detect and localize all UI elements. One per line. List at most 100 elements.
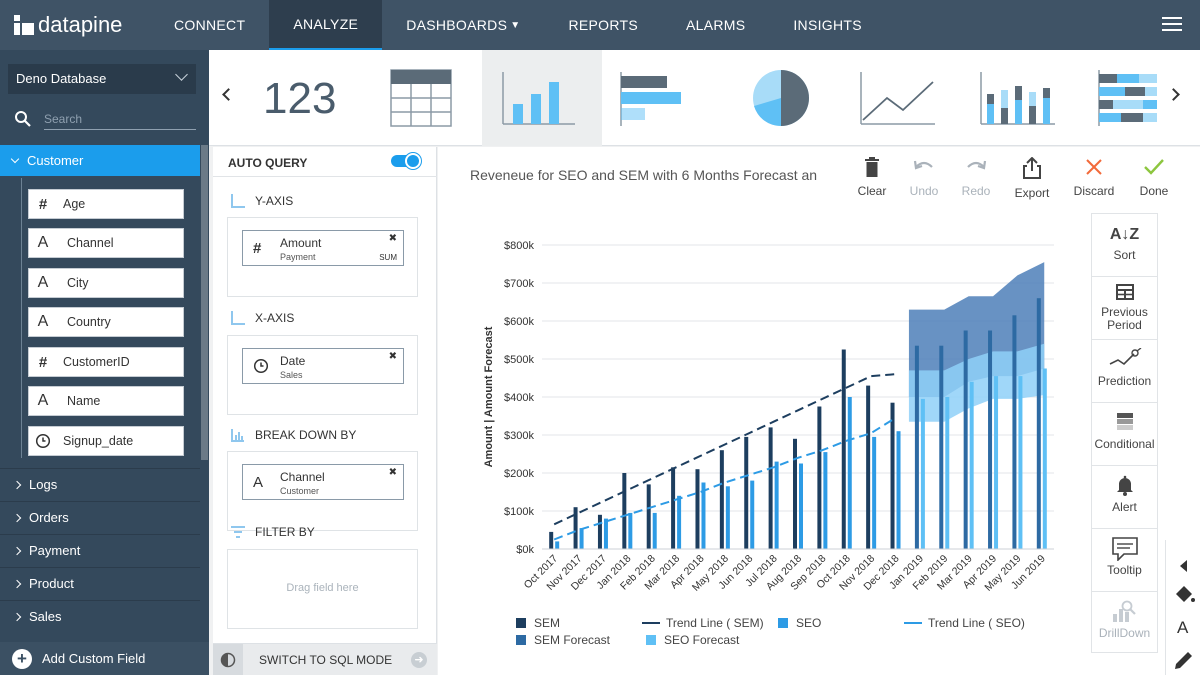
- export-button[interactable]: Export: [1004, 156, 1060, 200]
- redo-button[interactable]: Redo: [948, 157, 1004, 198]
- sort-label: Sort: [1113, 248, 1136, 262]
- close-icon: [1086, 159, 1102, 175]
- switch-to-sql-button[interactable]: SWITCH TO SQL MODE ➜: [213, 643, 437, 675]
- nav-analyze[interactable]: ANALYZE: [269, 0, 383, 50]
- chip-aggregation[interactable]: SUM: [379, 253, 397, 262]
- search-row: [14, 108, 196, 132]
- bar-sem: [841, 349, 846, 549]
- chevron-left-icon[interactable]: [222, 88, 235, 101]
- y-tick-label: $200k: [504, 468, 534, 480]
- field-channel[interactable]: A Channel: [28, 228, 184, 258]
- chart-type-pie-icon[interactable]: [741, 68, 821, 128]
- field-name: Channel: [67, 236, 114, 250]
- field-name: Signup_date: [63, 434, 134, 448]
- bar-sem: [622, 473, 627, 549]
- text-format-icon: A: [1177, 618, 1189, 637]
- chip-source: Payment: [280, 252, 316, 262]
- chart-type-table-icon[interactable]: [389, 68, 469, 128]
- numeric-type-icon: #: [38, 353, 48, 371]
- table-product[interactable]: Product: [0, 567, 200, 600]
- prediction-button[interactable]: Prediction: [1092, 340, 1157, 403]
- filter-drop-zone[interactable]: Drag field here: [227, 549, 418, 629]
- table-logs[interactable]: Logs: [0, 468, 200, 501]
- tree-line: [21, 178, 22, 458]
- undo-button[interactable]: Undo: [896, 157, 952, 198]
- chart-type-bar-icon[interactable]: [499, 68, 579, 128]
- field-city[interactable]: A City: [28, 268, 184, 298]
- clear-button[interactable]: Clear: [844, 157, 900, 198]
- bar-sem-forecast: [939, 345, 944, 549]
- sql-mode-icon: [213, 643, 243, 675]
- nav-insights[interactable]: INSIGHTS: [769, 0, 886, 50]
- field-customerid[interactable]: # CustomerID: [28, 347, 184, 377]
- y-axis-title: Y-AXIS: [231, 194, 293, 208]
- discard-button[interactable]: Discard: [1066, 157, 1122, 198]
- sort-button[interactable]: A↓Z Sort: [1092, 214, 1157, 277]
- database-select-value: Deno Database: [16, 71, 107, 86]
- database-select[interactable]: Deno Database: [8, 64, 196, 94]
- table-customer[interactable]: Customer: [0, 145, 200, 176]
- bar-sem: [646, 484, 651, 549]
- y-axis-chip-amount[interactable]: # Amount Payment ✖ SUM: [242, 230, 404, 266]
- y-axis-drop-zone[interactable]: # Amount Payment ✖ SUM: [227, 217, 418, 297]
- bar-sem: [597, 514, 602, 549]
- y-tick-label: $600k: [504, 316, 534, 328]
- clock-icon: [29, 433, 57, 449]
- field-name[interactable]: A Name: [28, 386, 184, 416]
- remove-chip-icon[interactable]: ✖: [388, 233, 397, 244]
- chart-side-tools: A↓Z Sort Previous Period Prediction Cond…: [1091, 213, 1158, 653]
- breakdown-title-label: BREAK DOWN BY: [255, 428, 357, 442]
- text-type-icon: A: [37, 274, 49, 291]
- text-type-icon: A: [37, 234, 49, 251]
- chart-type-line-icon[interactable]: [857, 68, 937, 128]
- chart-type-stacked-horizontal-icon[interactable]: [1097, 68, 1157, 128]
- field-age[interactable]: # Age: [28, 189, 184, 219]
- nav-alarms[interactable]: ALARMS: [662, 0, 769, 50]
- sidebar-scrollbar[interactable]: [201, 145, 208, 460]
- chart-type-horizontal-bar-icon[interactable]: [619, 68, 699, 128]
- chevron-right-icon[interactable]: [1167, 88, 1180, 101]
- legend-marker: [516, 635, 526, 645]
- x-axis-chip-date[interactable]: Date Sales ✖: [242, 348, 404, 384]
- table-orders[interactable]: Orders: [0, 501, 200, 534]
- chart-type-stacked-bar-icon[interactable]: [977, 68, 1057, 128]
- bar-seo: [725, 486, 730, 549]
- field-country[interactable]: A Country: [28, 307, 184, 337]
- drilldown-button[interactable]: DrillDown: [1092, 592, 1157, 655]
- nav-dashboards[interactable]: DASHBOARDS ▼: [382, 0, 544, 50]
- table-sales[interactable]: Sales: [0, 600, 200, 633]
- legend-label: SEO Forecast: [664, 633, 740, 647]
- search-input[interactable]: [44, 108, 196, 130]
- chart-title[interactable]: Reveneue for SEO and SEM with 6 Months F…: [470, 167, 818, 183]
- x-axis-title-label: X-AXIS: [255, 311, 295, 325]
- chart-type-number[interactable]: 123: [263, 74, 337, 123]
- breakdown-chip-channel[interactable]: A Channel Customer ✖: [242, 464, 404, 500]
- chevron-right-icon: [12, 480, 22, 490]
- remove-chip-icon[interactable]: ✖: [388, 467, 397, 478]
- x-axis-drop-zone[interactable]: Date Sales ✖: [227, 335, 418, 415]
- field-signup-date[interactable]: Signup_date: [28, 426, 184, 456]
- breakdown-title: BREAK DOWN BY: [231, 428, 356, 442]
- add-custom-field-button[interactable]: + Add Custom Field: [0, 642, 209, 675]
- auto-query-toggle[interactable]: [391, 153, 421, 169]
- nav-reports[interactable]: REPORTS: [544, 0, 662, 50]
- alert-button[interactable]: Alert: [1092, 466, 1157, 529]
- bar-sem-forecast: [1012, 315, 1017, 549]
- y-tick-label: $0k: [516, 544, 534, 556]
- table-payment[interactable]: Payment: [0, 534, 200, 567]
- conditional-button[interactable]: Conditional: [1092, 403, 1157, 466]
- remove-chip-icon[interactable]: ✖: [388, 351, 397, 362]
- tooltip-button[interactable]: Tooltip: [1092, 529, 1157, 592]
- nav-connect[interactable]: CONNECT: [150, 0, 269, 50]
- brand-name: datapine: [38, 12, 123, 37]
- auto-query-row: AUTO QUERY: [213, 147, 437, 177]
- breakdown-drop-zone[interactable]: A Channel Customer ✖: [227, 451, 418, 531]
- done-button[interactable]: Done: [1126, 157, 1182, 198]
- hamburger-menu-icon[interactable]: [1162, 17, 1182, 33]
- export-icon: [1023, 156, 1041, 179]
- prediction-icon: [1092, 347, 1157, 374]
- table-payment-label: Payment: [29, 543, 81, 558]
- brand-logo[interactable]: datapine: [0, 12, 150, 38]
- previous-period-button[interactable]: Previous Period: [1092, 277, 1157, 340]
- bar-sem: [890, 402, 895, 549]
